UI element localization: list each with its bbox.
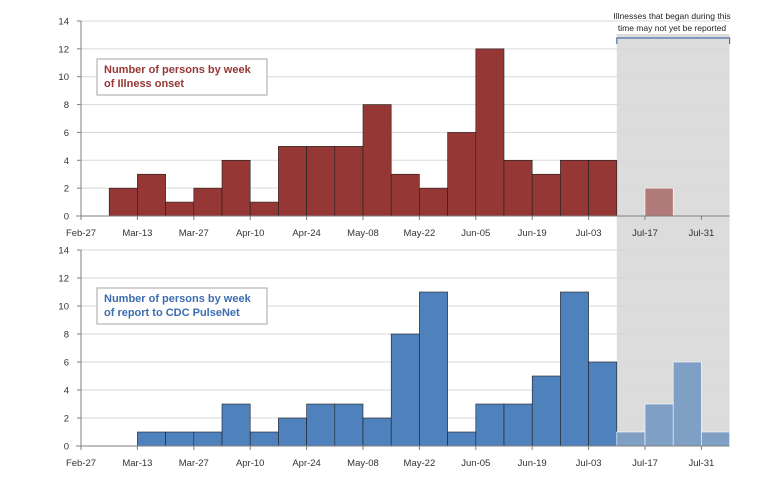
x-tick-label-1: Mar-27: [179, 228, 209, 239]
bar-2-week-5: [193, 431, 223, 447]
bar-1-week-12: [390, 173, 420, 217]
x-tick-label-1: Jul-03: [576, 228, 602, 239]
bar-2-week-16: [503, 403, 533, 447]
y-tick-label-1: 2: [64, 184, 69, 195]
legend-text-1: of Illness onset: [104, 78, 184, 90]
bar-1-week-3: [137, 173, 166, 217]
bar-2-week-23: [701, 431, 730, 447]
x-tick-label-1: Feb-27: [66, 228, 96, 239]
x-tick-label-1: Mar-13: [122, 228, 152, 239]
x-tick-label-1: Jul-17: [632, 228, 658, 239]
bar-2-week-18: [560, 291, 589, 447]
x-tick-label-1: Apr-24: [292, 228, 321, 239]
annotation-line-1: Illnesses that began during this: [613, 11, 730, 21]
bar-1-week-13: [419, 187, 448, 217]
bar-2-week-15: [475, 403, 505, 447]
bar-2-week-11: [362, 417, 392, 447]
y-tick-label-1: 8: [64, 100, 69, 111]
x-tick-label-2: Mar-13: [122, 458, 152, 469]
x-tick-label-2: Apr-24: [292, 458, 321, 469]
bar-1-week-19: [588, 159, 618, 217]
bar-1-week-10: [334, 146, 364, 217]
annotation-bracket: [616, 37, 731, 44]
bar-1-week-4: [165, 201, 195, 217]
legend-box-2: [96, 287, 268, 325]
y-tick-label-2: 6: [64, 358, 69, 369]
x-tick-label-1: May-08: [347, 228, 379, 239]
x-tick-label-2: Jun-05: [461, 458, 490, 469]
bar-2-week-7: [249, 431, 279, 447]
y-tick-label-1: 0: [64, 212, 69, 223]
x-tick-label-2: Apr-10: [236, 458, 265, 469]
bar-1-week-11: [362, 104, 392, 217]
bar-2-week-12: [390, 333, 420, 447]
annotation-line-2: time may not yet be reported: [618, 23, 726, 33]
bar-2-week-22: [672, 361, 702, 447]
y-tick-label-1: 4: [64, 156, 69, 167]
y-tick-label-2: 4: [64, 386, 69, 397]
y-tick-label-2: 0: [64, 442, 69, 453]
bar-1-week-21: [644, 187, 674, 217]
bar-2-week-3: [137, 431, 166, 447]
x-tick-label-2: Jul-17: [632, 458, 658, 469]
bar-1-week-16: [503, 159, 533, 217]
bar-2-week-10: [334, 403, 364, 447]
x-tick-label-1: Jul-31: [688, 228, 714, 239]
y-tick-label-1: 12: [58, 44, 69, 55]
bar-1-week-8: [278, 146, 307, 217]
x-tick-label-2: Feb-27: [66, 458, 96, 469]
bar-2-week-6: [221, 403, 251, 447]
bar-2-week-9: [306, 403, 336, 447]
bar-1-week-7: [249, 201, 279, 217]
bar-1-week-9: [306, 146, 336, 217]
legend-text-2: of report to CDC PulseNet: [104, 307, 240, 319]
y-tick-label-1: 6: [64, 128, 69, 139]
y-tick-label-2: 14: [58, 246, 69, 257]
bars: [108, 48, 730, 447]
y-tick-label-2: 8: [64, 330, 69, 341]
x-tick-label-2: Jul-31: [688, 458, 714, 469]
tick-labels: 0 2 4 6 8 10 12 14 Feb-27 Mar-13 Mar-27 Apr-10 Apr-2…: [58, 17, 714, 470]
y-tick-label-2: 12: [58, 274, 69, 285]
bar-1-week-18: [560, 159, 589, 217]
bar-1-week-17: [531, 173, 561, 217]
legends: Number of persons by week of Illness onse…: [96, 58, 268, 325]
bar-2-week-13: [419, 291, 448, 447]
legend-box-1: [96, 58, 268, 96]
y-tick-label-1: 14: [58, 17, 69, 28]
x-tick-label-1: Jun-19: [518, 228, 547, 239]
bar-1-week-15: [475, 48, 505, 217]
x-tick-label-2: Jul-03: [576, 458, 602, 469]
bar-2-week-8: [278, 417, 307, 447]
bar-1-week-6: [221, 159, 251, 217]
bar-1-week-14: [447, 132, 477, 217]
x-tick-label-1: Jun-05: [461, 228, 490, 239]
x-tick-label-2: May-08: [347, 458, 379, 469]
bar-2-week-4: [165, 431, 195, 447]
legend-text-1: Number of persons by week: [104, 64, 252, 76]
y-tick-label-2: 2: [64, 414, 69, 425]
axes: [76, 20, 730, 450]
x-tick-label-2: Mar-27: [179, 458, 209, 469]
bar-2-week-21: [644, 403, 674, 447]
legend-text-2: Number of persons by week: [104, 293, 252, 305]
y-tick-label-2: 10: [58, 302, 69, 313]
bar-2-week-20: [616, 431, 646, 447]
bar-2-week-19: [588, 361, 618, 447]
bar-2-week-14: [447, 431, 477, 447]
bar-1-week-5: [193, 187, 223, 217]
x-tick-label-1: Apr-10: [236, 228, 265, 239]
bar-2-week-17: [531, 375, 561, 447]
x-tick-label-1: May-22: [404, 228, 436, 239]
reporting-delay-annotation: Illnesses that began during this time ma…: [613, 11, 731, 44]
y-tick-label-1: 10: [58, 72, 69, 83]
x-tick-label-2: Jun-19: [518, 458, 547, 469]
x-tick-label-2: May-22: [404, 458, 436, 469]
bar-1-week-2: [108, 187, 138, 217]
